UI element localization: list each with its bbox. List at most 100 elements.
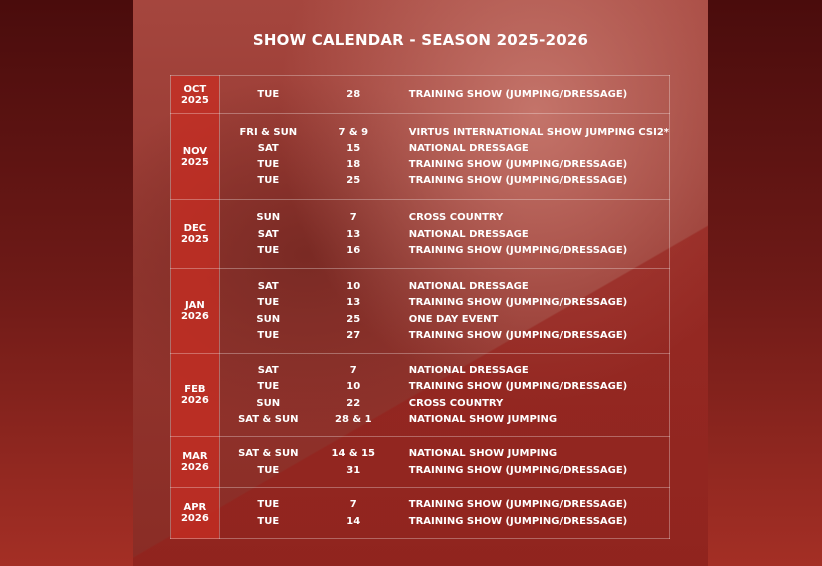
month-row: DEC 2025 SUN 7 CROSS COUNTRY SAT 13 NATIONAL D…	[170, 199, 671, 269]
event-day: FRI & SUN	[239, 126, 298, 138]
event-row: TUE 18 TRAINING SHOW (JUMPING/DRESSAGE)	[220, 157, 669, 173]
event-date: 7	[349, 499, 357, 511]
event-row: TUE 31 TRAINING SHOW (JUMPING/DRESSAGE)	[220, 462, 669, 478]
event-name: NATIONAL SHOW JUMPING	[408, 413, 558, 425]
event-date: 25	[346, 175, 361, 187]
event-row: FRI & SUN 7 & 9 VIRTUS INTERNATIONAL SHOW …	[220, 124, 669, 140]
event-name: ONE DAY EVENT	[408, 313, 499, 325]
event-name: CROSS COUNTRY	[408, 212, 504, 224]
event-name: TRAINING SHOW (JUMPING/DRESSAGE)	[408, 89, 628, 100]
event-day: TUE	[257, 159, 280, 171]
event-day: SAT & SUN	[238, 448, 299, 460]
event-row: TUE 27 TRAINING SHOW (JUMPING/DRESSAGE)	[220, 327, 669, 343]
event-date: 7 & 9	[338, 126, 369, 138]
event-row: TUE 16 TRAINING SHOW (JUMPING/DRESSAGE)	[220, 242, 669, 258]
event-date: 18	[346, 159, 361, 171]
event-name: TRAINING SHOW (JUMPING/DRESSAGE)	[408, 175, 628, 187]
event-day: SAT	[257, 365, 279, 377]
month-events: SAT 10 NATIONAL DRESSAGE TUE 13 TRAINING SHOW…	[219, 268, 671, 354]
event-date: 10	[346, 281, 361, 293]
event-day: SUN	[256, 397, 281, 409]
month-events: SAT & SUN 14 & 15 NATIONAL SHOW JUMPING TUE…	[219, 436, 671, 488]
event-date: 7	[349, 365, 357, 377]
event-day: TUE	[257, 499, 280, 511]
event-name: NATIONAL DRESSAGE	[408, 365, 529, 377]
event-day: SAT	[257, 281, 279, 293]
event-row: SUN 7 CROSS COUNTRY	[220, 210, 669, 226]
event-day: TUE	[257, 515, 280, 527]
event-row: TUE 14 TRAINING SHOW (JUMPING/DRESSAGE)	[220, 513, 669, 529]
event-day: TUE	[257, 175, 280, 187]
month-row: APR 2026 TUE 7 TRAINING SHOW (JUMPING/DRESS…	[170, 487, 671, 539]
event-name: TRAINING SHOW (JUMPING/DRESSAGE)	[408, 381, 628, 393]
month-row: FEB 2026 SAT 7 NATIONAL DRESSAGE TUE 10 TRAINI…	[170, 353, 671, 437]
event-row: SAT 10 NATIONAL DRESSAGE	[220, 279, 669, 295]
page-title: SHOW CALENDAR - SEASON 2025-2026	[252, 31, 589, 49]
month-events: TUE 7 TRAINING SHOW (JUMPING/DRESSAGE) TUE 1…	[219, 487, 671, 539]
month-label: OCT 2025	[170, 75, 220, 114]
event-day: TUE	[257, 89, 280, 100]
event-name: TRAINING SHOW (JUMPING/DRESSAGE)	[408, 515, 628, 527]
month-events: SAT 7 NATIONAL DRESSAGE TUE 10 TRAINING SHOW …	[219, 353, 671, 437]
event-date: 14	[346, 515, 361, 527]
month-label: JAN 2026	[170, 268, 220, 354]
month-label: FEB 2026	[170, 353, 220, 437]
show-calendar-table: OCT 2025 TUE 28 TRAINING SHOW (JUMPING/DRES…	[170, 75, 671, 539]
event-row: TUE 10 TRAINING SHOW (JUMPING/DRESSAGE)	[220, 379, 669, 395]
month-label: APR 2026	[170, 487, 220, 539]
event-date: 14 & 15	[331, 448, 376, 460]
event-day: SUN	[256, 212, 281, 224]
event-date: 25	[346, 313, 361, 325]
month-row: NOV 2025 FRI & SUN 7 & 9 VIRTUS INTERNATION…	[170, 113, 671, 200]
event-day: SUN	[256, 313, 281, 325]
event-date: 10	[346, 381, 361, 393]
event-name: TRAINING SHOW (JUMPING/DRESSAGE)	[408, 297, 628, 309]
event-row: TUE 7 TRAINING SHOW (JUMPING/DRESSAGE)	[220, 497, 669, 513]
event-row: TUE 13 TRAINING SHOW (JUMPING/DRESSAGE)	[220, 295, 669, 311]
month-label: MAR 2026	[170, 436, 220, 488]
event-name: NATIONAL DRESSAGE	[408, 228, 529, 240]
event-row: SAT 15 NATIONAL DRESSAGE	[220, 140, 669, 156]
event-date: 22	[346, 397, 361, 409]
event-date: 13	[346, 297, 361, 309]
event-row: SUN 22 CROSS COUNTRY	[220, 395, 669, 411]
event-name: TRAINING SHOW (JUMPING/DRESSAGE)	[408, 464, 628, 476]
month-row: JAN 2026 SAT 10 NATIONAL DRESSAGE TUE 13 TRAIN…	[170, 268, 671, 354]
event-name: VIRTUS INTERNATIONAL SHOW JUMPING CSI2*	[408, 126, 669, 138]
event-row: SUN 25 ONE DAY EVENT	[220, 311, 669, 327]
event-row: SAT 7 NATIONAL DRESSAGE	[220, 363, 669, 379]
event-date: 31	[346, 464, 361, 476]
month-row: MAR 2026 SAT & SUN 14 & 15 NATIONAL SHOW JU…	[170, 436, 671, 488]
event-day: TUE	[257, 464, 280, 476]
month-label: NOV 2025	[170, 113, 220, 200]
event-day: SAT	[257, 142, 279, 154]
event-name: TRAINING SHOW (JUMPING/DRESSAGE)	[408, 329, 628, 341]
event-day: TUE	[257, 381, 280, 393]
event-day: TUE	[257, 244, 280, 256]
event-row: SAT & SUN 14 & 15 NATIONAL SHOW JUMPING	[220, 446, 669, 462]
event-row: TUE 28 TRAINING SHOW (JUMPING/DRESSAGE)	[220, 86, 669, 102]
event-day: TUE	[257, 329, 280, 341]
event-name: NATIONAL DRESSAGE	[408, 142, 529, 154]
month-events: FRI & SUN 7 & 9 VIRTUS INTERNATIONAL SHOW …	[219, 113, 671, 200]
month-events: TUE 28 TRAINING SHOW (JUMPING/DRESSAGE)	[219, 75, 671, 114]
event-date: 28 & 1	[334, 413, 372, 425]
event-name: TRAINING SHOW (JUMPING/DRESSAGE)	[408, 159, 628, 171]
event-row: SAT & SUN 28 & 1 NATIONAL SHOW JUMPING	[220, 411, 669, 427]
event-date: 28	[346, 89, 361, 100]
event-name: TRAINING SHOW (JUMPING/DRESSAGE)	[408, 499, 628, 511]
event-name: TRAINING SHOW (JUMPING/DRESSAGE)	[408, 244, 628, 256]
event-date: 15	[346, 142, 361, 154]
event-date: 16	[346, 244, 361, 256]
event-day: SAT & SUN	[238, 413, 299, 425]
event-day: SAT	[257, 228, 279, 240]
calendar-panel: SHOW CALENDAR - SEASON 2025-2026 OCT 202…	[133, 0, 708, 566]
event-name: CROSS COUNTRY	[408, 397, 504, 409]
event-day: TUE	[257, 297, 280, 309]
month-label: DEC 2025	[170, 199, 220, 269]
event-date: 13	[346, 228, 361, 240]
event-name: NATIONAL SHOW JUMPING	[408, 448, 558, 460]
event-date: 7	[349, 212, 357, 224]
event-date: 27	[346, 329, 361, 341]
event-name: NATIONAL DRESSAGE	[408, 281, 529, 293]
